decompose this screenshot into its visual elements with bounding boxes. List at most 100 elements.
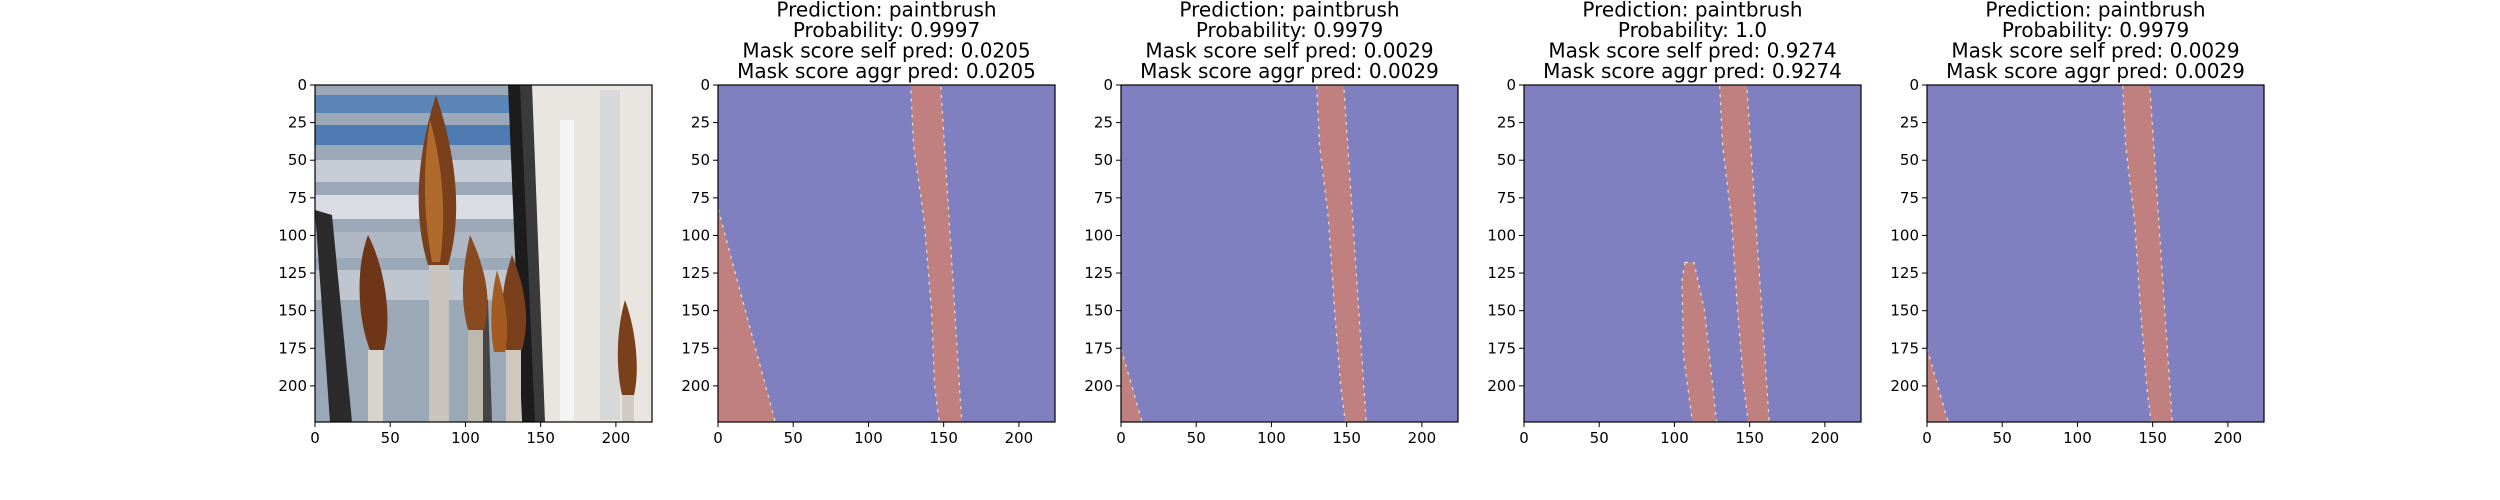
photo-image bbox=[315, 85, 652, 422]
x-tick-label: 200 bbox=[602, 429, 631, 447]
y-tick-label: 100 bbox=[1084, 226, 1113, 244]
x-tick-label: 50 bbox=[381, 429, 400, 447]
panel-title-line: Mask score aggr pred: 0.0029 bbox=[1140, 59, 1439, 83]
panel-input-image: 0 50 100 150 200 0 25 50 75 100 125 150 175 200 bbox=[278, 76, 653, 447]
y-tick-label: 200 bbox=[278, 377, 307, 395]
panel-title-line: Mask score self pred: 0.9274 bbox=[1548, 39, 1836, 63]
panel-title-line: Prediction: paintbrush bbox=[1582, 0, 1802, 22]
y-tick-label: 25 bbox=[1900, 114, 1919, 132]
y-tick-label: 125 bbox=[278, 264, 307, 282]
panel-title-line: Mask score aggr pred: 0.9274 bbox=[1543, 59, 1842, 83]
x-tick-label: 200 bbox=[1005, 429, 1034, 447]
y-tick-label: 175 bbox=[1084, 339, 1113, 357]
y-tick-label: 25 bbox=[691, 114, 710, 132]
axes-frame bbox=[1926, 84, 2265, 423]
y-tick-label: 150 bbox=[278, 302, 307, 320]
x-tick-label: 100 bbox=[451, 429, 480, 447]
axes-frame bbox=[1523, 84, 1862, 423]
axes-frame bbox=[1120, 84, 1459, 423]
y-tick-label: 50 bbox=[691, 151, 710, 169]
y-tick-label: 175 bbox=[1487, 339, 1516, 357]
x-tick-label: 150 bbox=[1332, 429, 1361, 447]
y-tick-label: 75 bbox=[1497, 189, 1516, 207]
panel-title-line: Mask score self pred: 0.0029 bbox=[1145, 39, 1433, 63]
y-tick-label: 200 bbox=[1487, 377, 1516, 395]
x-tick-label: 50 bbox=[784, 429, 803, 447]
y-tick-label: 200 bbox=[1890, 377, 1919, 395]
y-tick-label: 150 bbox=[1084, 302, 1113, 320]
panel-title-line: Prediction: paintbrush bbox=[1985, 0, 2205, 22]
y-tick-label: 100 bbox=[1487, 226, 1516, 244]
y-tick-label: 0 bbox=[1103, 76, 1113, 94]
y-tick-label: 175 bbox=[1890, 339, 1919, 357]
y-tick-label: 100 bbox=[278, 226, 307, 244]
y-tick-label: 125 bbox=[681, 264, 710, 282]
y-tick-label: 25 bbox=[1094, 114, 1113, 132]
x-tick-label: 150 bbox=[1735, 429, 1764, 447]
y-tick-label: 125 bbox=[1487, 264, 1516, 282]
x-tick-label: 0 bbox=[1922, 429, 1932, 447]
mask-background bbox=[718, 85, 1055, 422]
y-tick-label: 50 bbox=[1497, 151, 1516, 169]
x-tick-label: 200 bbox=[1811, 429, 1840, 447]
x-tick-label: 100 bbox=[1660, 429, 1689, 447]
y-tick-label: 175 bbox=[278, 339, 307, 357]
y-tick-label: 25 bbox=[1497, 114, 1516, 132]
panel-input-image bbox=[315, 85, 652, 422]
y-tick-label: 200 bbox=[681, 377, 710, 395]
panel-title-line: Probability: 0.9979 bbox=[2002, 18, 2189, 42]
y-tick-label: 50 bbox=[1900, 151, 1919, 169]
panel-title-line: Probability: 0.9979 bbox=[1196, 18, 1383, 42]
x-tick-label: 150 bbox=[2138, 429, 2167, 447]
y-tick-label: 0 bbox=[700, 76, 710, 94]
panel-title-line: Prediction: paintbrush bbox=[776, 0, 996, 22]
y-tick-label: 150 bbox=[1487, 302, 1516, 320]
y-tick-label: 0 bbox=[1506, 76, 1516, 94]
y-tick-label: 50 bbox=[288, 151, 307, 169]
x-tick-label: 0 bbox=[713, 429, 723, 447]
y-tick-label: 100 bbox=[1890, 226, 1919, 244]
y-tick-label: 200 bbox=[1084, 377, 1113, 395]
panel-title-line: Mask score aggr pred: 0.0205 bbox=[737, 59, 1036, 83]
x-tick-label: 150 bbox=[526, 429, 555, 447]
axes-frame bbox=[717, 84, 1056, 423]
x-tick-label: 100 bbox=[1257, 429, 1286, 447]
mask-region-1 bbox=[1681, 261, 1718, 423]
y-tick-label: 150 bbox=[681, 302, 710, 320]
y-tick-label: 50 bbox=[1094, 151, 1113, 169]
panel-title-line: Probability: 1.0 bbox=[1618, 18, 1767, 42]
x-tick-label: 100 bbox=[854, 429, 883, 447]
mask-background bbox=[1927, 85, 2264, 422]
x-tick-label: 50 bbox=[1993, 429, 2012, 447]
mask-region-2 bbox=[1315, 84, 1367, 423]
y-tick-label: 75 bbox=[1900, 189, 1919, 207]
x-tick-label: 50 bbox=[1187, 429, 1206, 447]
panel-title-line: Mask score self pred: 0.0029 bbox=[1951, 39, 2239, 63]
mask-background bbox=[1121, 85, 1458, 422]
y-tick-label: 75 bbox=[691, 189, 710, 207]
mask-region-1 bbox=[1926, 348, 1949, 423]
y-tick-label: 25 bbox=[288, 114, 307, 132]
mask-region-2 bbox=[2121, 84, 2173, 423]
y-tick-label: 75 bbox=[288, 189, 307, 207]
y-tick-label: 0 bbox=[297, 76, 307, 94]
x-tick-label: 0 bbox=[1116, 429, 1126, 447]
mask-region-2 bbox=[1718, 84, 1770, 423]
y-tick-label: 125 bbox=[1084, 264, 1113, 282]
panel-title-line: Prediction: paintbrush bbox=[1179, 0, 1399, 22]
y-tick-label: 175 bbox=[681, 339, 710, 357]
x-tick-label: 200 bbox=[1408, 429, 1437, 447]
y-tick-label: 0 bbox=[1909, 76, 1919, 94]
x-tick-label: 100 bbox=[2063, 429, 2092, 447]
y-tick-label: 150 bbox=[1890, 302, 1919, 320]
y-tick-label: 100 bbox=[681, 226, 710, 244]
axes-frame bbox=[314, 84, 653, 423]
panel-title-line: Mask score aggr pred: 0.0029 bbox=[1946, 59, 2245, 83]
y-tick-label: 125 bbox=[1890, 264, 1919, 282]
mask-region-1 bbox=[1120, 348, 1143, 423]
x-tick-label: 0 bbox=[310, 429, 320, 447]
